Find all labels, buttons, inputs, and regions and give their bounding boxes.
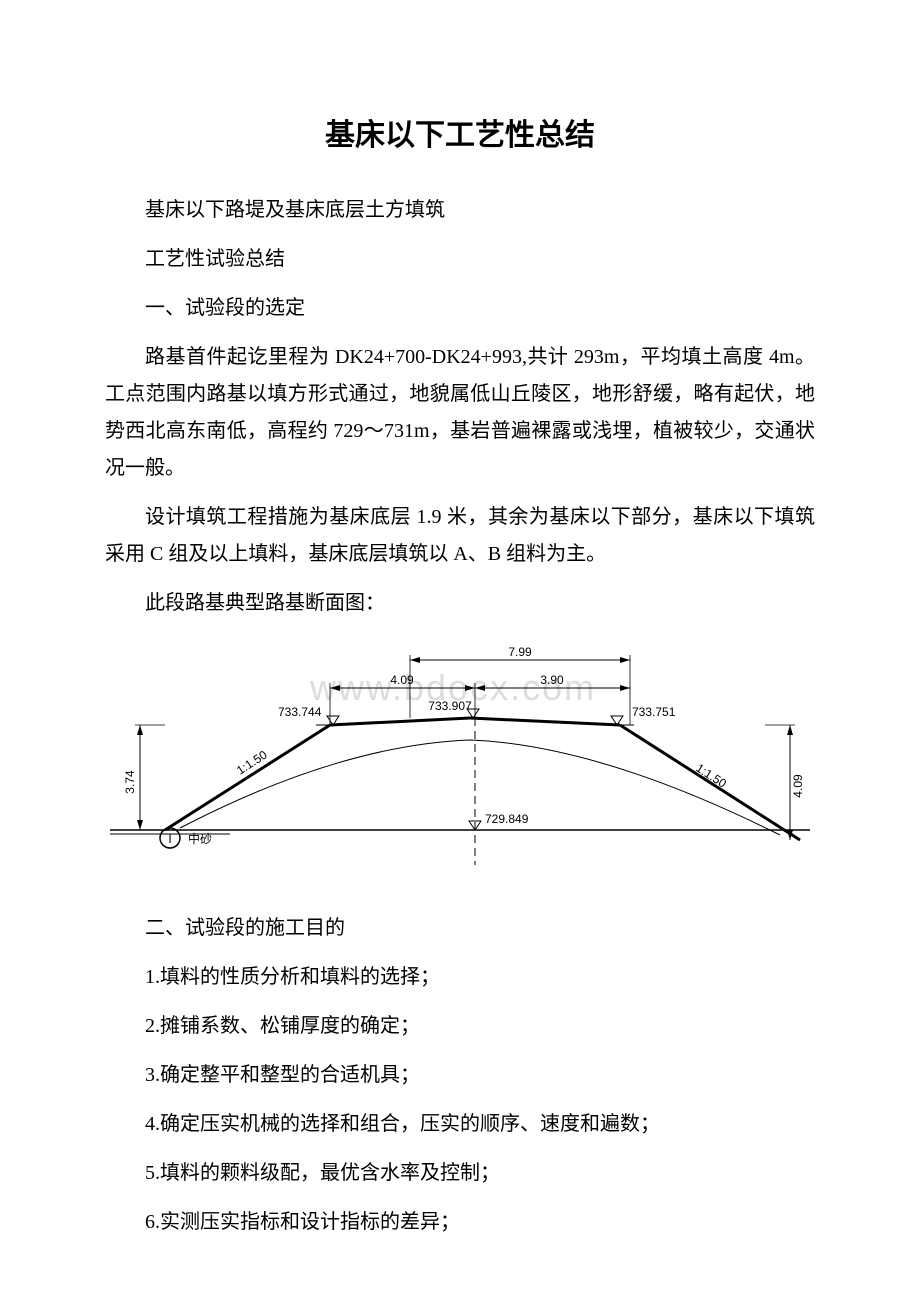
paragraph-2: 工艺性试验总结 <box>105 241 815 278</box>
elev-left-label: 733.744 <box>278 705 322 719</box>
document-title: 基床以下工艺性总结 <box>105 110 815 154</box>
slope-right-label: 1:1.50 <box>693 761 729 791</box>
paragraph-6: 此段路基典型路基断面图： <box>105 585 815 622</box>
paragraph-4: 路基首件起讫里程为 DK24+700-DK24+993,共计 293m，平均填土… <box>105 339 815 487</box>
item-2-6: 6.实测压实指标和设计指标的差异； <box>105 1204 815 1241</box>
item-2-1: 1.填料的性质分析和填料的选择； <box>105 959 815 996</box>
height-left-label: 3.74 <box>123 770 137 794</box>
item-2-5: 5.填料的颗料级配，最优含水率及控制； <box>105 1155 815 1192</box>
item-2-3: 3.确定整平和整型的合适机具； <box>105 1057 815 1094</box>
item-2-2: 2.摊铺系数、松铺厚度的确定； <box>105 1008 815 1045</box>
cross-section-diagram: www.bdocx.com 733.744 733.907 733.751 7.… <box>105 640 815 870</box>
item-2-4: 4.确定压实机械的选择和组合，压实的顺序、速度和遍数； <box>105 1106 815 1143</box>
node-id-label: I <box>168 832 171 846</box>
paragraph-1: 基床以下路堤及基床底层土方填筑 <box>105 192 815 229</box>
elev-right-label: 733.751 <box>632 705 676 719</box>
height-right-label: 4.09 <box>791 774 805 798</box>
right-top-label: 3.90 <box>540 673 564 687</box>
paragraph-5: 设计填筑工程措施为基床底层 1.9 米，其余为基床以下部分，基床以下填筑采用 C… <box>105 499 815 573</box>
section-2-heading: 二、试验段的施工目的 <box>105 910 815 947</box>
top-width-label: 7.99 <box>508 645 532 659</box>
section-1-heading: 一、试验段的选定 <box>105 290 815 327</box>
left-top-label: 4.09 <box>390 673 414 687</box>
elev-bottom-label: 729.849 <box>485 812 529 826</box>
elev-center-label: 733.907 <box>428 699 472 713</box>
node-text-label: 中砂 <box>188 831 212 846</box>
